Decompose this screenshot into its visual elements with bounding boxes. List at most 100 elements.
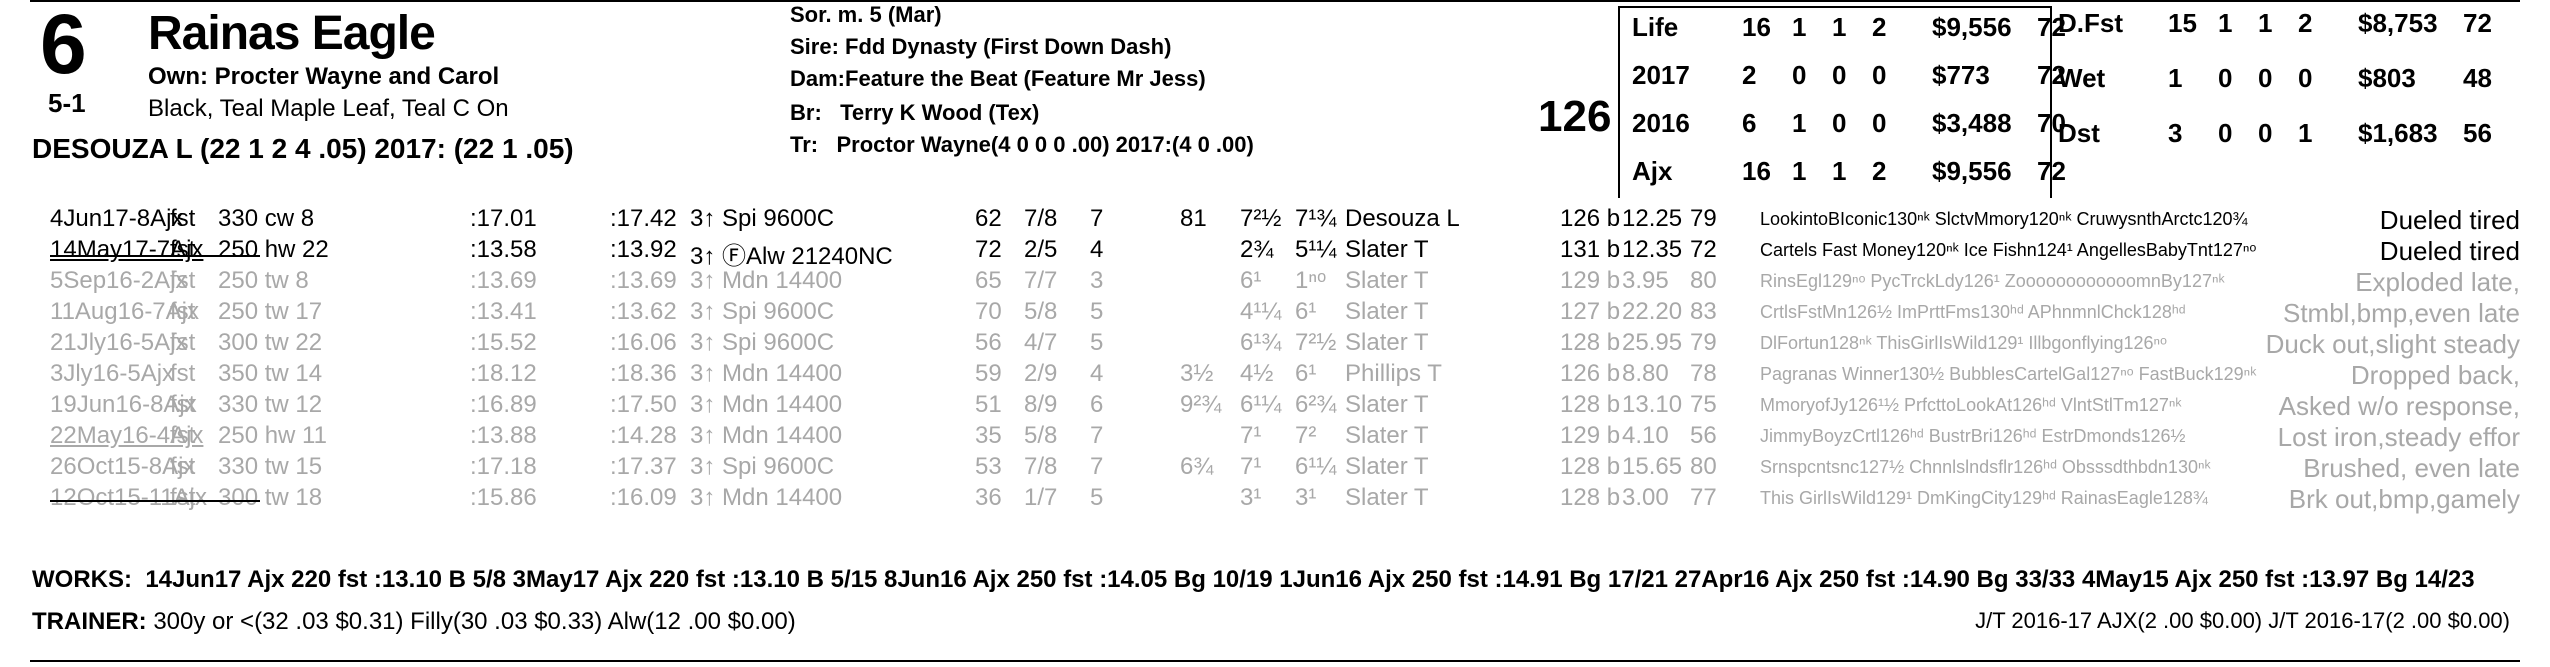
sire-label: Sire: <box>790 34 839 59</box>
record-s: 2 <box>1872 156 1887 186</box>
race-sp: 62 <box>975 205 1002 232</box>
race-wt: 129 b <box>1560 267 1621 294</box>
silks: Black, Teal Maple Leaf, Teal C On <box>148 95 509 122</box>
record-p: 1 <box>1832 156 1847 186</box>
race-dist: 330 cw 8 <box>218 205 315 232</box>
race-comment: Brushed, even late <box>2303 453 2520 483</box>
race-ix: 80 <box>1690 453 1717 480</box>
record-s: 0 <box>2298 63 2313 93</box>
pp-group-rule-1 <box>50 255 260 257</box>
post-position: 6 <box>40 0 87 91</box>
race-cond: fst <box>170 391 196 418</box>
trainer-label: Tr: <box>790 132 819 157</box>
race-c2: 6¹¾ <box>1240 329 1282 356</box>
race-top3: Cartels Fast Money120ⁿᵏ Ice Fishn124¹ An… <box>1760 240 2257 260</box>
race-c2: 2¾ <box>1240 236 1274 263</box>
race-comment: Dropped back, <box>2350 360 2520 390</box>
race-wt: 128 b <box>1560 453 1621 480</box>
race-wt: 127 b <box>1560 298 1621 325</box>
race-odds: 22.20 <box>1622 298 1683 325</box>
race-cond: fst <box>170 205 196 232</box>
race-odds: 3.00 <box>1622 484 1669 511</box>
record-p: 0 <box>1832 108 1847 138</box>
race-fin: 6¹¼ <box>1295 453 1337 480</box>
race-st: 7 <box>1090 453 1104 480</box>
race-comment: Exploded late, <box>2355 267 2520 297</box>
race-fin: 7² <box>1295 422 1317 449</box>
race-sp: 36 <box>975 484 1002 511</box>
race-jock: Slater T <box>1345 484 1429 511</box>
race-dist: 350 tw 14 <box>218 360 323 387</box>
race-cond: fst <box>170 453 196 480</box>
record-label: Dst <box>2058 118 2100 148</box>
race-top3: RinsEgl129ⁿᵒ PycTrckLdy126¹ Zooooooooooo… <box>1760 271 2225 291</box>
race-comment: Duck out,slight steady <box>2265 329 2520 359</box>
race-cond: fst <box>170 298 196 325</box>
race-ix: 80 <box>1690 267 1717 294</box>
breeder: Terry K Wood (Tex) <box>840 100 1040 125</box>
race-ix: 77 <box>1690 484 1717 511</box>
race-c2: 6¹ <box>1240 267 1262 294</box>
race-st: 3 <box>1090 267 1104 294</box>
race-fin: 7¹¾ <box>1295 205 1337 232</box>
trainer: Proctor Wayne(4 0 0 0 .00) 2017:(4 0 .00… <box>836 132 1254 157</box>
race-jock: Slater T <box>1345 329 1429 356</box>
race-top3: This GirlIsWild129¹ DmKingCity129ʰᵈ Rain… <box>1760 488 2208 508</box>
race-c2: 3¹ <box>1240 484 1262 511</box>
morning-line-odds: 5-1 <box>48 88 86 118</box>
sire-line: Sire: Fdd Dynasty (First Down Dash) <box>790 34 1171 60</box>
record-sp: 72 <box>2463 8 2492 38</box>
race-sp: 72 <box>975 236 1002 263</box>
race-f1: :13.88 <box>470 422 537 449</box>
race-fin: 6¹ <box>1295 298 1317 325</box>
race-c2: 7¹ <box>1240 422 1262 449</box>
race-cls: 3↑ Mdn 14400 <box>690 360 843 387</box>
race-ix: 83 <box>1690 298 1717 325</box>
race-wt: 126 b <box>1560 360 1621 387</box>
race-cls: 3↑ Spi 9600C <box>690 453 835 480</box>
race-cond: fst <box>170 484 196 511</box>
race-fin: 6¹ <box>1295 360 1317 387</box>
race-top3: Pagranas Winner130½ BubblesCartelGal127ⁿ… <box>1760 364 2257 384</box>
race-dist: 330 tw 12 <box>218 391 323 418</box>
record-s: 2 <box>1872 12 1887 42</box>
race-odds: 25.95 <box>1622 329 1683 356</box>
race-f2: :16.06 <box>610 329 677 356</box>
race-pp: 5/8 <box>1024 422 1058 449</box>
race-fin: 6²¾ <box>1295 391 1337 418</box>
race-cls: 3↑ Spi 9600C <box>690 205 835 232</box>
race-pp: 1/7 <box>1024 484 1058 511</box>
race-f1: :17.01 <box>470 205 537 232</box>
race-dist: 330 tw 15 <box>218 453 323 480</box>
race-wt: 128 b <box>1560 329 1621 356</box>
trainer-stats-label: TRAINER: <box>32 608 147 635</box>
race-c2: 7²½ <box>1240 205 1282 232</box>
race-ix: 56 <box>1690 422 1717 449</box>
race-date: 22May16-4Ajx <box>50 422 204 449</box>
race-f2: :18.36 <box>610 360 677 387</box>
race-ix: 79 <box>1690 205 1717 232</box>
record-sp: 48 <box>2463 63 2492 93</box>
race-f1: :15.52 <box>470 329 537 356</box>
dam: Feature the Beat (Feature Mr Jess) <box>845 66 1206 91</box>
race-cls: 3↑ Mdn 14400 <box>690 391 843 418</box>
pp-group-rule-2 <box>50 500 260 502</box>
race-odds: 12.25 <box>1622 205 1683 232</box>
race-cond: fst <box>170 422 196 449</box>
race-comment: Dueled tired <box>2379 205 2520 235</box>
race-c1: 6¾ <box>1180 453 1214 480</box>
race-top3: LookintoBIconic130ⁿᵏ SlctvMmory120ⁿᵏ Cru… <box>1760 209 2248 229</box>
race-pp: 2/9 <box>1024 360 1058 387</box>
race-wt: 128 b <box>1560 484 1621 511</box>
race-cond: fst <box>170 267 196 294</box>
record-w: 1 <box>1792 108 1807 138</box>
race-jock: Slater T <box>1345 236 1429 263</box>
record-earn: $9,556 <box>1932 12 2012 42</box>
race-f1: :13.69 <box>470 267 537 294</box>
race-odds: 8.80 <box>1622 360 1669 387</box>
race-ix: 79 <box>1690 329 1717 356</box>
race-odds: 4.10 <box>1622 422 1669 449</box>
record-earn: $773 <box>1932 60 1990 90</box>
race-sp: 35 <box>975 422 1002 449</box>
race-odds: 3.95 <box>1622 267 1669 294</box>
